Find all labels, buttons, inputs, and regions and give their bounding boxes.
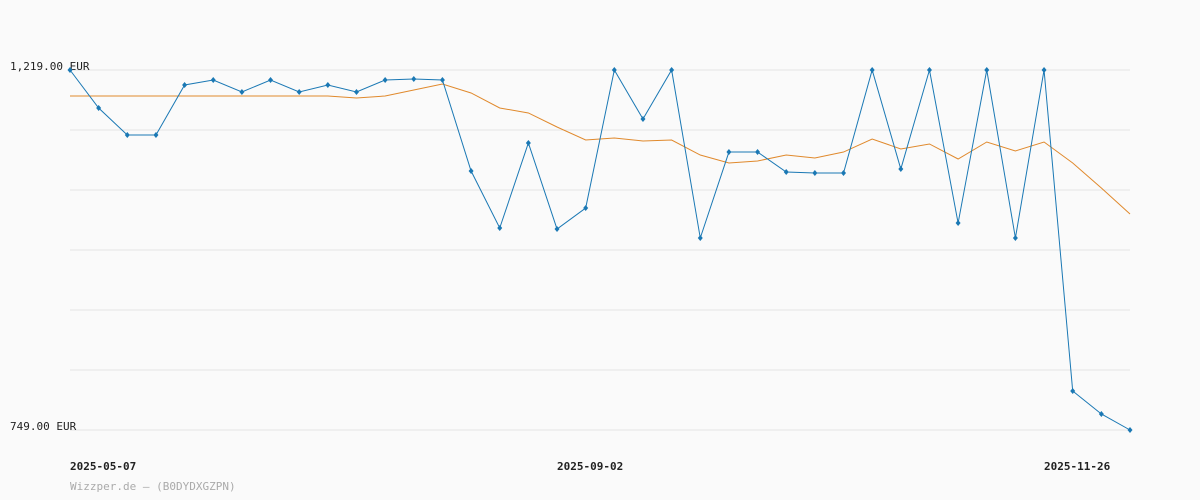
- y-tick-label: 1,219.00 EUR: [10, 60, 90, 73]
- x-tick-label: 2025-09-02: [557, 460, 623, 473]
- point-marker: [382, 77, 388, 84]
- x-tick-label: 2025-11-26: [1044, 460, 1111, 473]
- series-line: [69, 68, 1131, 431]
- point-marker: [96, 104, 102, 111]
- point-marker: [1098, 410, 1104, 417]
- point-marker: [67, 67, 73, 73]
- footer: Wizzper.de – (B0DYDXGZPN): [70, 480, 236, 493]
- point-marker: [841, 170, 847, 177]
- point-marker: [898, 166, 904, 173]
- point-marker: [611, 67, 617, 73]
- point-marker: [1070, 388, 1076, 395]
- point-marker: [153, 132, 159, 139]
- point-marker: [1127, 427, 1133, 433]
- point-marker: [439, 77, 445, 84]
- point-marker: [554, 226, 560, 233]
- point-marker: [926, 67, 932, 73]
- point-marker: [411, 76, 417, 83]
- point-marker: [726, 149, 732, 156]
- point-marker: [1012, 234, 1018, 241]
- point-marker: [869, 67, 875, 73]
- y-tick-label: 749.00 EUR: [10, 420, 77, 433]
- point-marker: [296, 88, 302, 95]
- point-marker: [783, 169, 789, 176]
- point-marker: [268, 77, 274, 84]
- point-marker: [525, 139, 531, 146]
- point-marker: [984, 67, 990, 73]
- series-line: [70, 83, 1131, 215]
- point-marker: [1041, 67, 1047, 73]
- point-marker: [697, 234, 703, 241]
- point-marker: [955, 220, 961, 227]
- point-marker: [353, 88, 359, 95]
- point-marker: [583, 205, 589, 212]
- point-marker: [468, 168, 474, 175]
- point-marker: [497, 225, 503, 232]
- point-marker: [669, 67, 675, 73]
- x-tick-label: 2025-05-07: [70, 460, 136, 473]
- point-marker: [325, 82, 331, 89]
- point-marker: [640, 116, 646, 123]
- point-marker: [210, 77, 216, 84]
- point-marker: [239, 88, 245, 95]
- point-marker: [124, 132, 130, 139]
- point-marker: [182, 82, 188, 89]
- point-marker: [812, 170, 818, 177]
- point-marker: [755, 149, 761, 156]
